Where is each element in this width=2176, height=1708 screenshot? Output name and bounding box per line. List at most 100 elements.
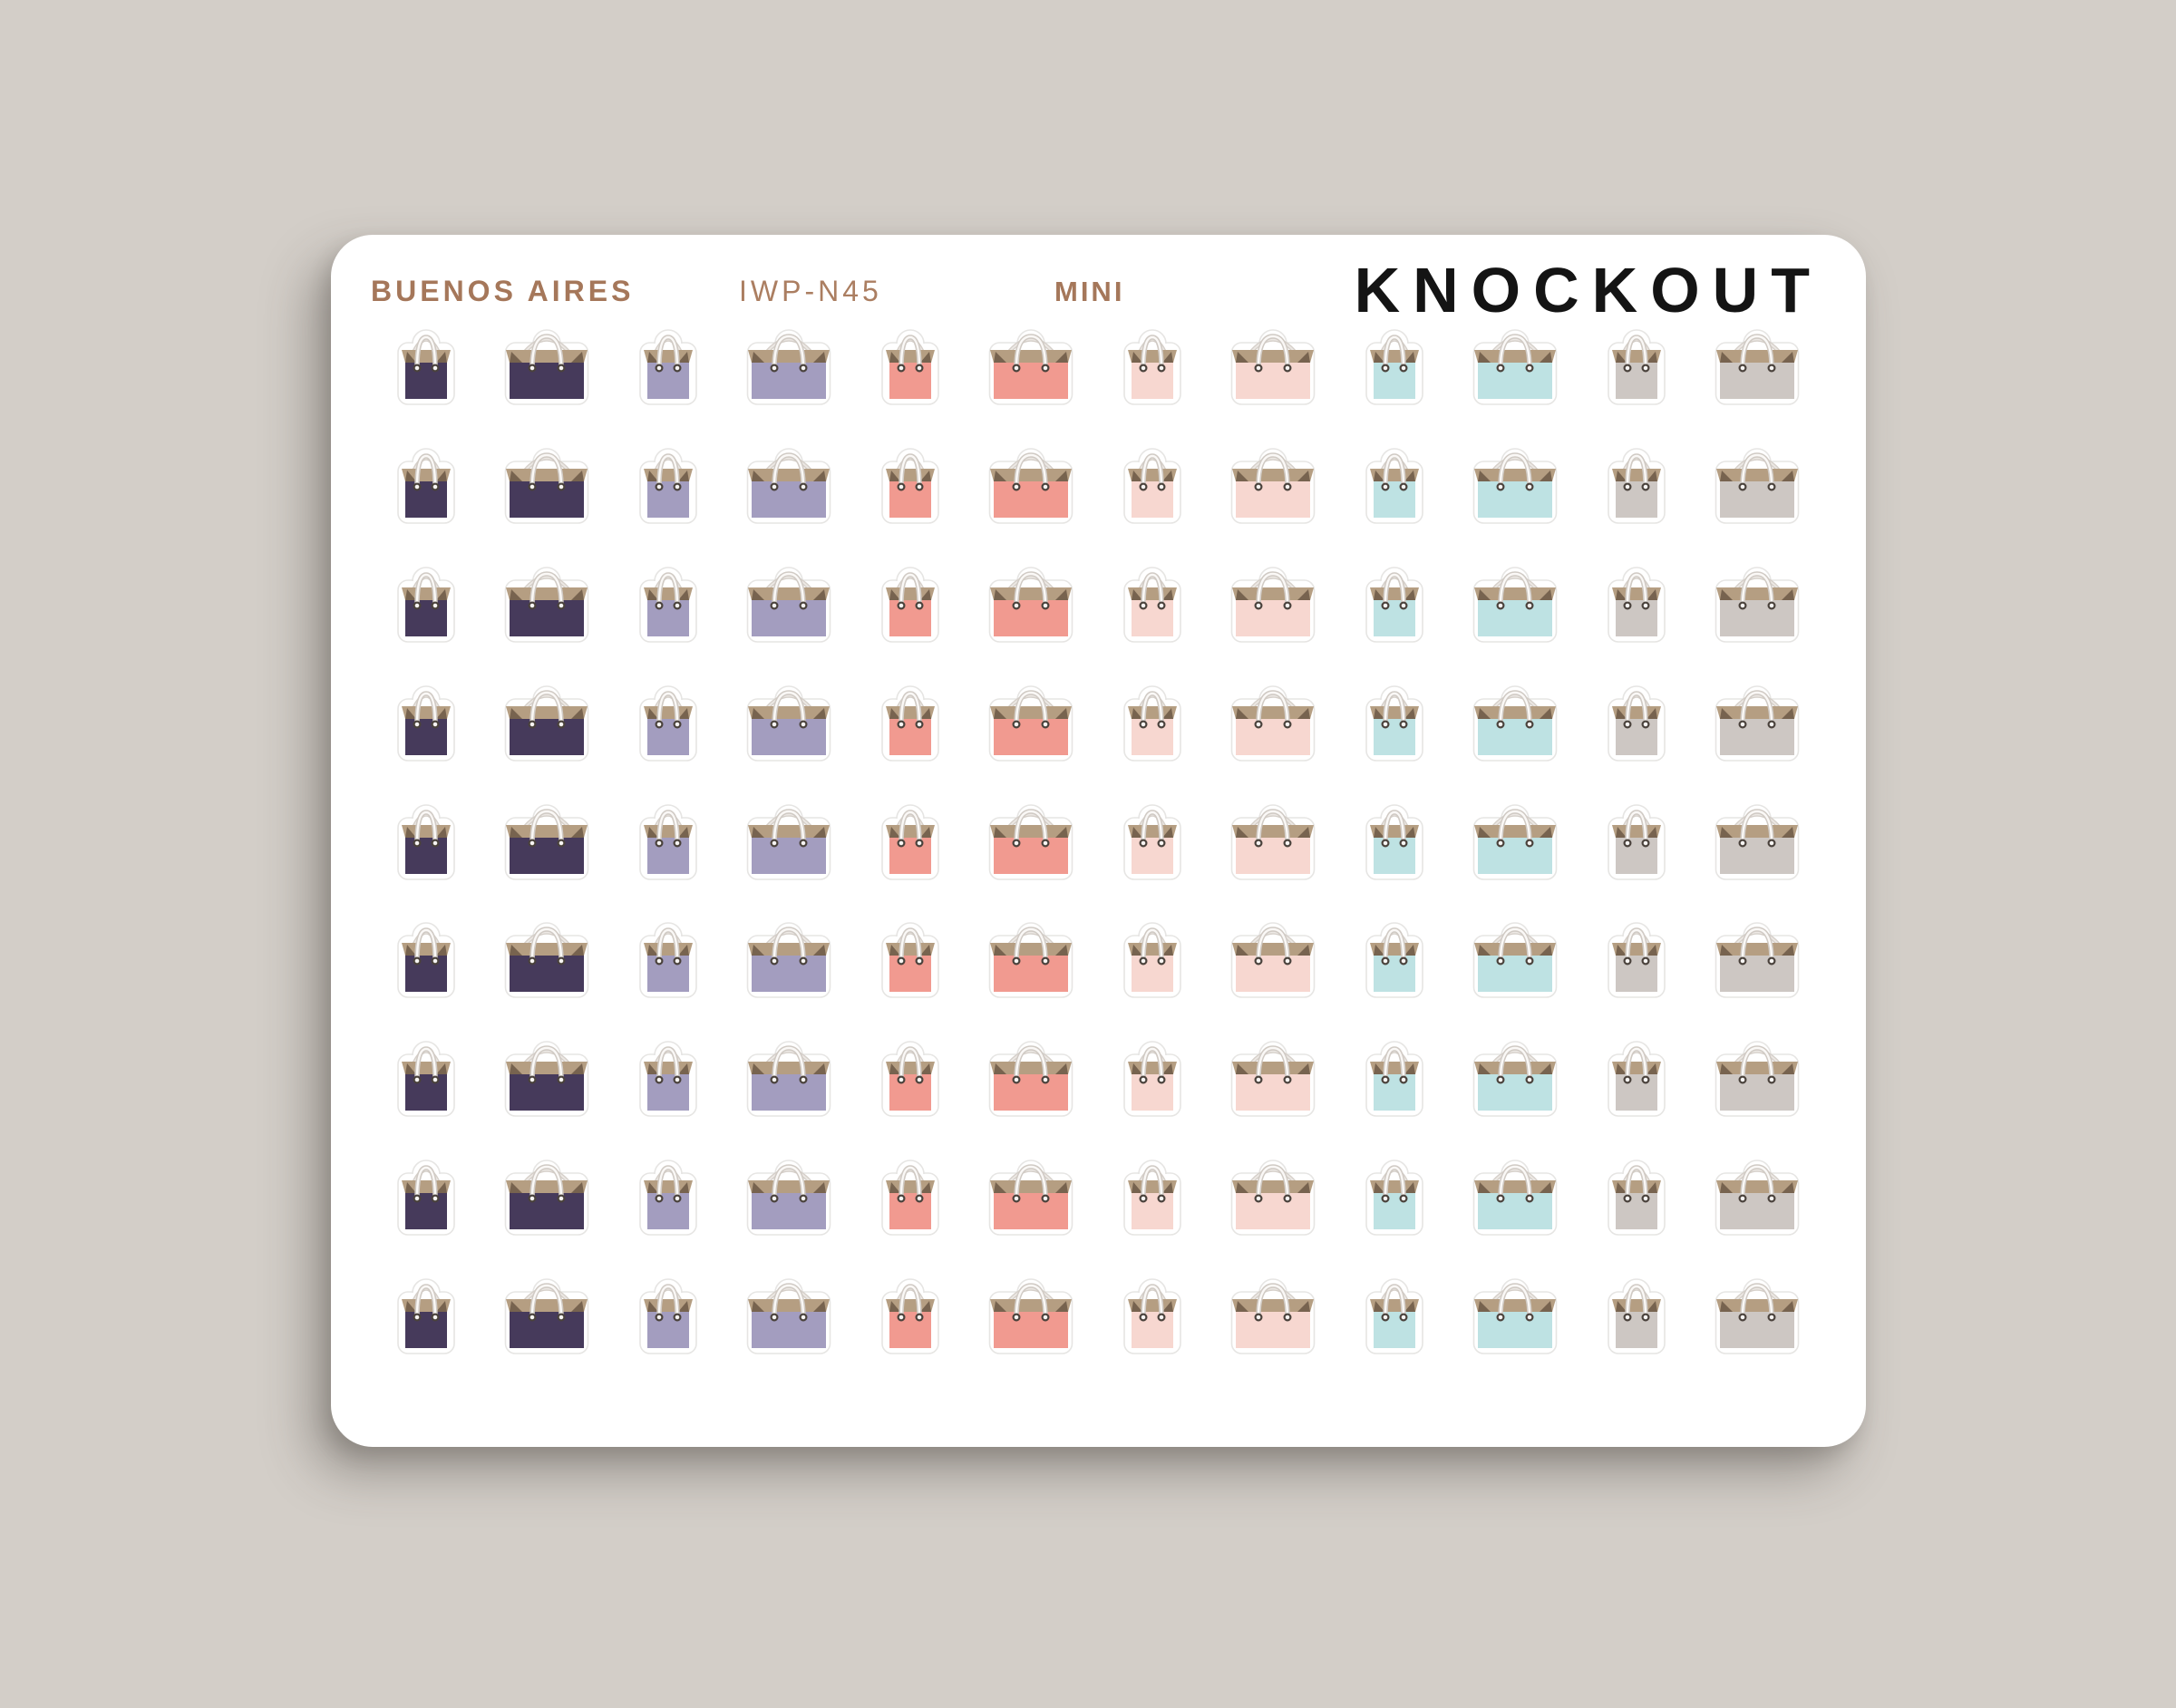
shopping-bag-icon [638, 922, 697, 999]
shopping-bag-icon [746, 567, 831, 643]
shopping-bag-icon [1365, 1041, 1423, 1117]
shopping-bag-icon [638, 1160, 697, 1236]
shopping-bag-sticker [1455, 780, 1577, 898]
shopping-bag-sticker [850, 543, 971, 662]
shopping-bag-sticker [971, 1136, 1093, 1255]
shopping-bag-sticker [729, 306, 850, 424]
shopping-bag-sticker [1455, 1017, 1577, 1136]
shopping-bag-icon [1472, 684, 1558, 762]
shopping-bag-sticker [1213, 306, 1335, 424]
shopping-bag-icon [988, 1041, 1073, 1117]
shopping-bag-icon [1607, 922, 1666, 999]
shopping-bag-icon [1715, 922, 1800, 999]
shopping-bag-icon [396, 448, 455, 524]
shopping-bag-sticker [1334, 780, 1455, 898]
shopping-bag-sticker [487, 1017, 608, 1136]
shopping-bag-icon [1230, 1160, 1316, 1236]
shopping-bag-icon [880, 1277, 939, 1354]
shopping-bag-sticker [729, 1017, 850, 1136]
shopping-bag-sticker [1213, 543, 1335, 662]
shopping-bag-icon [988, 329, 1073, 406]
shopping-bag-sticker [1213, 780, 1335, 898]
shopping-bag-icon [1365, 1277, 1423, 1354]
shopping-bag-icon [396, 1277, 455, 1354]
shopping-bag-sticker [1213, 898, 1335, 1017]
shopping-bag-sticker [1455, 424, 1577, 543]
shopping-bag-icon [1715, 1160, 1800, 1236]
shopping-bag-sticker [1455, 661, 1577, 780]
shopping-bag-icon [988, 448, 1073, 524]
shopping-bag-icon [638, 567, 697, 643]
shopping-bag-sticker [1092, 424, 1213, 543]
shopping-bag-sticker [1092, 306, 1213, 424]
shopping-bag-sticker [1455, 1136, 1577, 1255]
shopping-bag-sticker [1092, 780, 1213, 898]
shopping-bag-sticker [1213, 424, 1335, 543]
shopping-bag-sticker [971, 306, 1093, 424]
shopping-bag-sticker [729, 1136, 850, 1255]
shopping-bag-sticker [365, 306, 487, 424]
shopping-bag-sticker [971, 1017, 1093, 1136]
shopping-bag-icon [746, 1160, 831, 1236]
shopping-bag-icon [1230, 1041, 1316, 1117]
shopping-bag-sticker [971, 1254, 1093, 1373]
shopping-bag-sticker [1697, 424, 1819, 543]
shopping-bag-icon [746, 684, 831, 762]
shopping-bag-icon [504, 922, 589, 999]
shopping-bag-icon [1607, 684, 1666, 762]
shopping-bag-icon [880, 567, 939, 643]
shopping-bag-sticker [607, 1254, 729, 1373]
shopping-bag-sticker [365, 543, 487, 662]
shopping-bag-icon [396, 1160, 455, 1236]
shopping-bag-icon [988, 1277, 1073, 1354]
shopping-bag-sticker [1455, 543, 1577, 662]
shopping-bag-sticker [1576, 661, 1697, 780]
shopping-bag-sticker [729, 661, 850, 780]
sticker-sheet-card: BUENOS AIRES IWP-N45 MINI KNOCKOUT [331, 235, 1866, 1447]
shopping-bag-icon [1472, 803, 1558, 880]
shopping-bag-sticker [850, 424, 971, 543]
shopping-bag-icon [638, 329, 697, 406]
shopping-bag-sticker [850, 780, 971, 898]
shopping-bag-icon [1472, 1160, 1558, 1236]
shopping-bag-icon [396, 329, 455, 406]
shopping-bag-icon [638, 1277, 697, 1354]
shopping-bag-sticker [1334, 424, 1455, 543]
shopping-bag-sticker [1092, 1017, 1213, 1136]
shopping-bag-sticker [971, 424, 1093, 543]
shopping-bag-icon [638, 1041, 697, 1117]
shopping-bag-sticker [1576, 424, 1697, 543]
shopping-bag-icon [1472, 329, 1558, 406]
shopping-bag-icon [396, 1041, 455, 1117]
shopping-bag-sticker [1576, 543, 1697, 662]
shopping-bag-sticker [365, 1017, 487, 1136]
shopping-bag-icon [746, 329, 831, 406]
shopping-bag-sticker [1697, 898, 1819, 1017]
shopping-bag-sticker [850, 661, 971, 780]
shopping-bag-icon [1607, 329, 1666, 406]
shopping-bag-icon [504, 448, 589, 524]
shopping-bag-icon [746, 1277, 831, 1354]
shopping-bag-sticker [365, 661, 487, 780]
shopping-bag-sticker [487, 1136, 608, 1255]
shopping-bag-icon [1230, 1277, 1316, 1354]
shopping-bag-sticker [365, 898, 487, 1017]
size-label: MINI [1054, 276, 1125, 307]
shopping-bag-icon [638, 684, 697, 762]
shopping-bag-icon [1472, 1277, 1558, 1354]
shopping-bag-icon [1230, 567, 1316, 643]
shopping-bag-sticker [1576, 1017, 1697, 1136]
sticker-grid [365, 306, 1818, 1373]
shopping-bag-icon [1365, 448, 1423, 524]
shopping-bag-sticker [1334, 661, 1455, 780]
shopping-bag-icon [1122, 1041, 1181, 1117]
shopping-bag-sticker [971, 780, 1093, 898]
shopping-bag-sticker [607, 898, 729, 1017]
shopping-bag-icon [746, 803, 831, 880]
shopping-bag-sticker [850, 1017, 971, 1136]
collection-title: BUENOS AIRES [371, 275, 635, 307]
shopping-bag-sticker [850, 898, 971, 1017]
shopping-bag-icon [880, 684, 939, 762]
shopping-bag-icon [1365, 329, 1423, 406]
